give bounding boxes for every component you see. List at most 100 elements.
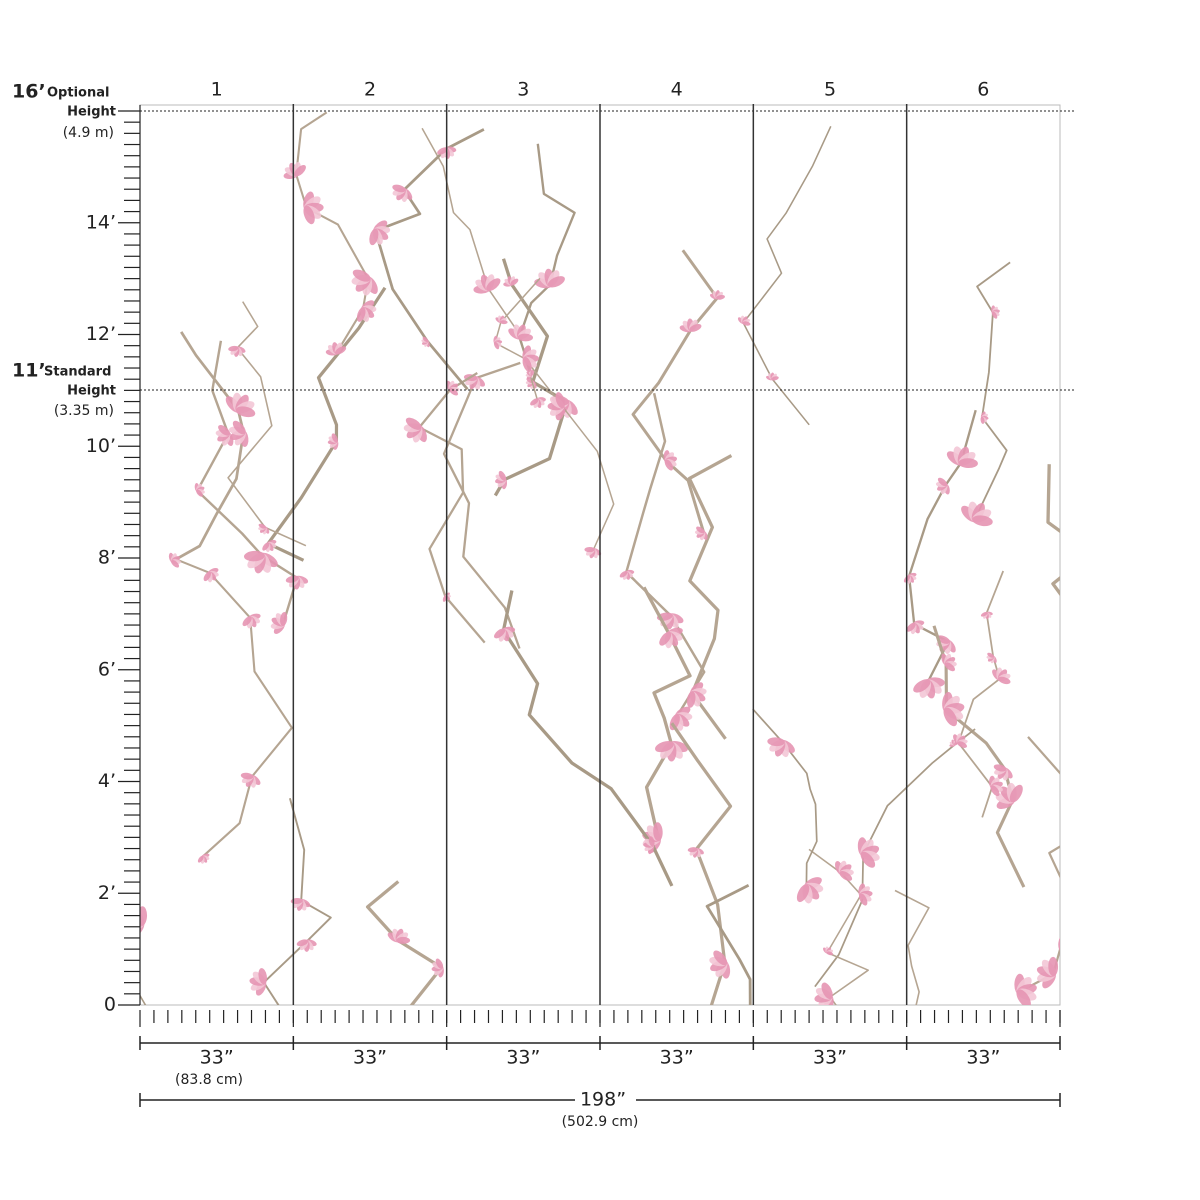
branch [625,392,706,717]
petal [218,424,231,436]
blossom [140,906,148,938]
branch [705,884,752,1005]
blossom [961,501,993,527]
petal [865,1047,882,1065]
branch [742,125,832,426]
blossom [168,552,181,568]
petal [435,958,444,969]
petal [1061,778,1071,787]
panel-number: 6 [977,79,989,101]
petal [758,1054,776,1070]
petal [294,165,306,177]
blossom [547,392,566,421]
petal [958,458,978,469]
petal [860,851,876,868]
petal [435,1136,451,1145]
height-label: 6’ [98,658,116,680]
petal [821,982,833,1000]
petal [356,307,366,322]
petal [1077,829,1081,836]
blossom [446,380,460,396]
blossom [767,737,795,758]
branch [670,722,733,1005]
petal [972,515,993,527]
petal [648,836,655,847]
petal [283,1023,294,1030]
blossom [228,345,246,357]
petal [826,951,834,956]
blossom [369,220,391,246]
blossom [327,433,339,450]
petal [696,526,705,534]
blossom [525,369,535,380]
blossom [1036,956,1059,989]
blossom [655,741,688,762]
blossom [1072,829,1085,837]
blossom [258,523,270,535]
blossom [431,958,444,978]
blossom [279,1017,300,1038]
blossom [1071,615,1098,642]
blossom [110,956,140,982]
standard-height-value: 11’ [12,360,46,382]
petal [980,612,988,617]
blossom [584,546,602,559]
blossom [243,550,278,574]
blossom [980,611,993,620]
blossom [356,300,377,322]
blossom [993,764,1013,781]
total-width-metric: (502.9 cm) [562,1114,639,1130]
petal [232,420,246,435]
petal [1077,621,1091,634]
petal [933,1063,944,1077]
petal [394,1017,401,1021]
blossom [522,345,539,372]
petal [392,184,406,193]
blossom [503,276,519,287]
petal [938,1062,951,1070]
blossom [270,611,288,634]
blossom [669,706,693,731]
petal [689,323,702,332]
blossom [903,572,917,584]
blossom [663,450,678,471]
blossom [946,446,978,469]
petal [1104,761,1115,779]
blossom [709,950,731,979]
blossom [991,305,1000,319]
blossom [619,569,635,580]
petal [686,691,696,708]
blossom [995,782,1023,810]
petal [296,939,309,947]
petal [905,1021,919,1038]
blossom [942,691,965,727]
standard-height-label: Height [67,384,116,399]
petal [437,1136,453,1151]
height-label: 2’ [98,882,116,904]
petal [937,1057,951,1069]
branch [932,625,1026,888]
optional-height-label: Height [67,105,116,120]
petal [114,969,129,978]
petal [1076,627,1090,639]
petal [352,269,371,282]
blossom [285,575,309,590]
petal [442,1137,453,1153]
petal [653,822,663,842]
petal [655,741,674,753]
petal [990,785,1000,797]
height-label: 12’ [86,323,116,345]
blossom [1058,776,1077,796]
total-width: 198” [580,1089,626,1111]
blossom [495,470,508,490]
petal [1077,829,1084,837]
branch [501,590,674,887]
petal [369,228,379,246]
blossom [240,772,261,788]
petal [937,1063,946,1077]
petal [619,570,628,578]
petal [243,550,265,562]
blossom [857,837,880,868]
blossom [403,417,427,443]
